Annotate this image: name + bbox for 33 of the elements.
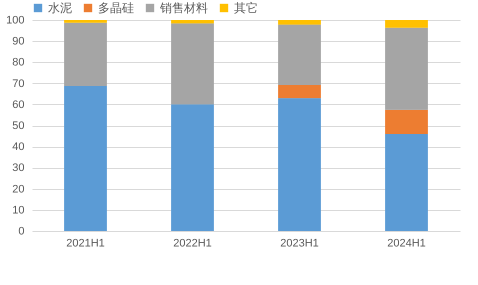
bar xyxy=(385,28,428,110)
y-tick-label: 100 xyxy=(6,14,24,26)
x-tick-label: 2022H1 xyxy=(173,238,212,250)
x-tick-label: 2023H1 xyxy=(280,238,319,250)
x-tick-label: 2024H1 xyxy=(387,238,426,250)
y-tick-label: 80 xyxy=(12,56,24,69)
y-tick-label: 10 xyxy=(12,204,24,216)
legend-label: 销售材料 xyxy=(159,1,208,15)
y-tick-label: 30 xyxy=(12,162,24,174)
x-tick-label: 2021H1 xyxy=(66,238,105,250)
y-tick-label: 40 xyxy=(12,141,24,154)
bar xyxy=(64,86,107,231)
bar xyxy=(64,20,107,23)
legend-label: 其它 xyxy=(234,1,258,15)
bar xyxy=(171,23,214,104)
y-tick-label: 70 xyxy=(12,78,24,90)
bar xyxy=(171,20,214,24)
bar xyxy=(385,20,428,28)
y-tick-label: 50 xyxy=(12,120,24,132)
bar xyxy=(171,104,214,231)
bar xyxy=(278,20,321,25)
bar xyxy=(64,22,107,86)
bar xyxy=(278,98,321,231)
y-tick-label: 90 xyxy=(12,36,24,48)
y-tick-label: 20 xyxy=(12,183,24,196)
bar xyxy=(278,84,321,98)
legend-label: 多晶硅 xyxy=(98,1,134,15)
bar xyxy=(278,24,321,85)
bar xyxy=(385,134,428,231)
bar xyxy=(385,110,428,134)
legend-label: 水泥 xyxy=(48,1,72,15)
y-tick-label: 0 xyxy=(18,226,24,238)
y-tick-label: 60 xyxy=(12,98,24,111)
